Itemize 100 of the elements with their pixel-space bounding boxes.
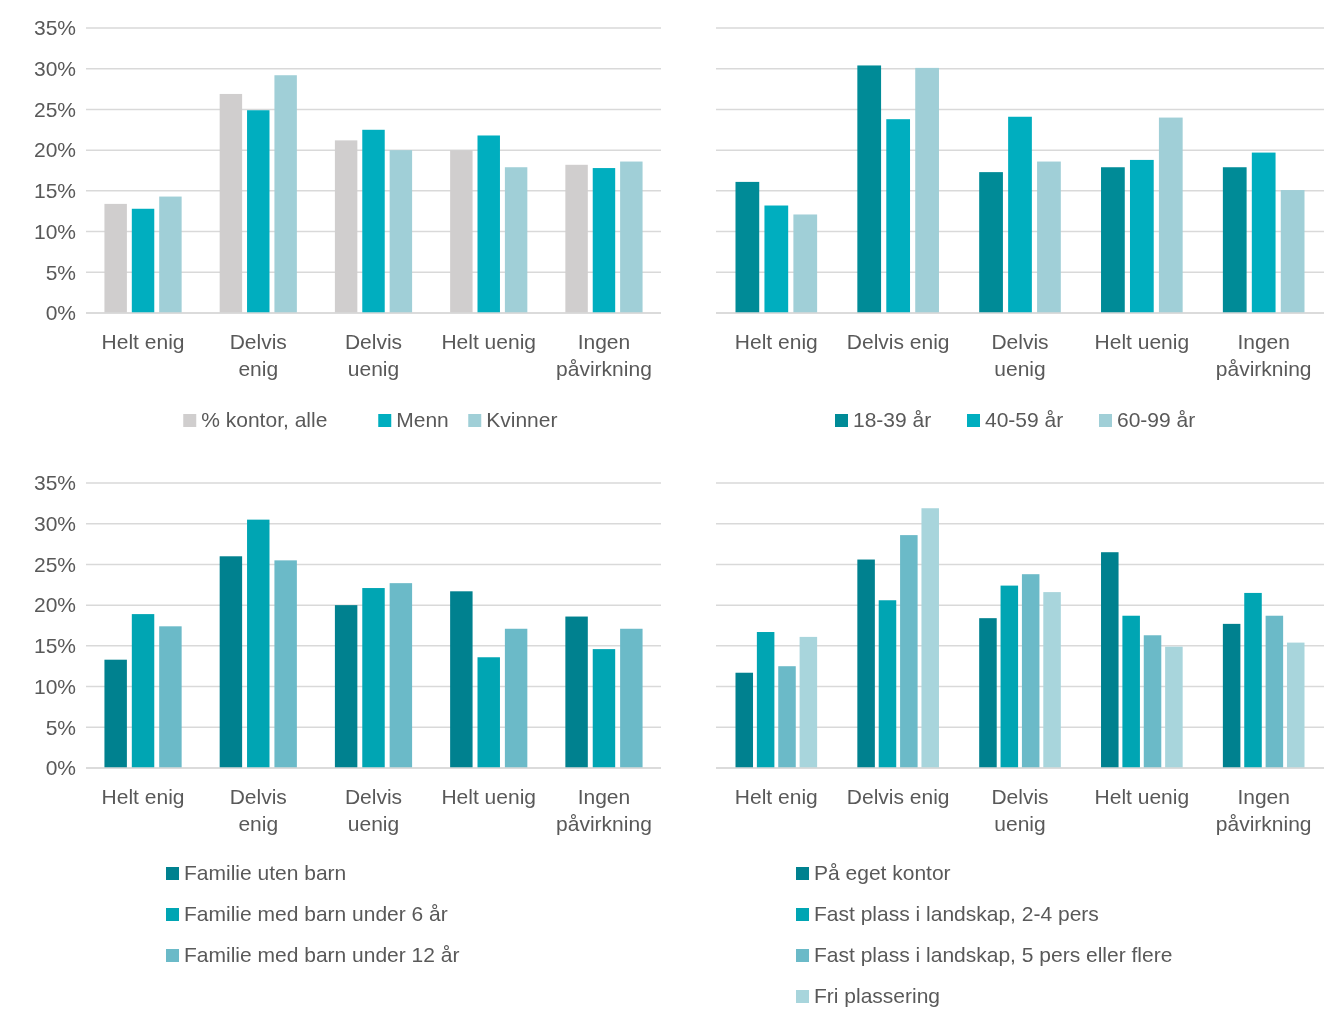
bar: [1021, 574, 1040, 768]
bar: [620, 161, 643, 313]
y-tick-label: 30%: [33, 57, 76, 81]
x-tick-label: Helt enig: [101, 330, 185, 353]
x-tick-label: Helt uenig: [441, 330, 537, 353]
bar: [247, 519, 270, 768]
legend-label: Kvinner: [486, 408, 558, 431]
bar: [362, 588, 385, 768]
bar: [504, 628, 528, 768]
bar: [1222, 623, 1241, 768]
bar: [1158, 117, 1183, 313]
legend-label: Fast plass i landskap, 5 pers eller flere: [814, 943, 1173, 966]
bar: [592, 649, 616, 768]
y-tick-label: 5%: [45, 260, 76, 284]
bar: [857, 559, 875, 768]
x-tick-label: Delvis uenig: [344, 330, 403, 380]
x-tick-label: Delvis enig: [229, 330, 287, 380]
legend-label: Fri plassering: [814, 984, 941, 1007]
legend-label: % kontor, alle: [201, 408, 328, 431]
x-tick-label: Helt enig: [734, 785, 818, 808]
bar: [778, 666, 796, 768]
bar: [592, 168, 616, 313]
bar: [159, 196, 182, 313]
legend-label: 60-99 år: [1117, 408, 1196, 431]
y-tick-label: 5%: [45, 715, 76, 739]
bar: [915, 67, 939, 313]
y-tick-label: 35%: [33, 16, 76, 40]
bar: [247, 110, 270, 313]
bar: [756, 632, 775, 768]
bar: [793, 214, 818, 313]
bar: [1165, 646, 1183, 768]
y-tick-label: 10%: [33, 674, 76, 698]
y-tick-label: 15%: [33, 634, 76, 658]
legend-label: 18-39 år: [853, 408, 932, 431]
x-tick-label: Delvis uenig: [991, 330, 1049, 380]
bar: [979, 172, 1003, 313]
bar: [735, 672, 754, 768]
bar: [921, 508, 939, 768]
bar: [1129, 159, 1154, 313]
bar: [477, 135, 500, 313]
y-tick-label: 30%: [33, 512, 76, 536]
legend-label: 40-59 år: [985, 408, 1064, 431]
legend-label: På eget kontor: [814, 861, 951, 884]
bar: [1101, 552, 1119, 768]
bar: [878, 600, 897, 768]
bar: [450, 591, 473, 768]
bar: [504, 167, 528, 313]
x-tick-label: Helt enig: [734, 330, 818, 353]
bar: [131, 614, 155, 768]
y-tick-label: 25%: [33, 97, 76, 121]
bar: [1244, 592, 1262, 768]
bar: [389, 583, 413, 768]
x-tick-label: Delvis uenig: [344, 785, 403, 835]
x-tick-label: Helt uenig: [1094, 330, 1190, 353]
bar: [1008, 116, 1032, 313]
bar: [389, 150, 413, 313]
x-tick-label: Delvis enig: [846, 785, 950, 808]
legend-label: Menn: [396, 408, 449, 431]
bar: [764, 205, 789, 313]
bar: [159, 626, 182, 768]
x-tick-label: Delvis enig: [846, 330, 950, 353]
bar: [900, 535, 918, 768]
y-tick-label: 10%: [33, 219, 76, 243]
x-tick-label: Helt uenig: [441, 785, 537, 808]
y-tick-label: 25%: [33, 552, 76, 576]
bar: [620, 628, 643, 768]
bar: [1122, 615, 1140, 768]
bar: [1286, 642, 1305, 768]
bar: [362, 129, 385, 313]
bar: [886, 119, 911, 313]
bar: [477, 657, 500, 768]
bar: [274, 75, 297, 313]
bar: [565, 616, 588, 768]
bar: [799, 636, 818, 768]
legend-label: Familie med barn under 6 år: [184, 902, 448, 925]
legend-label: Familie med barn under 12 år: [184, 943, 460, 966]
y-tick-label: 0%: [45, 756, 76, 780]
bar: [1143, 635, 1162, 768]
bar: [219, 556, 243, 768]
x-tick-label: Ingen påvirkning: [1215, 785, 1312, 835]
bar: [1251, 152, 1276, 313]
x-tick-label: Helt uenig: [1094, 785, 1190, 808]
bar: [1265, 615, 1284, 768]
bar: [334, 605, 358, 768]
y-tick-label: 15%: [33, 179, 76, 203]
bar: [131, 208, 155, 313]
y-tick-label: 20%: [33, 138, 76, 162]
legend-label: Familie uten barn: [184, 861, 347, 884]
bar: [1101, 167, 1125, 313]
x-tick-label: Delvis uenig: [991, 785, 1049, 835]
x-tick-label: Ingen påvirkning: [556, 785, 652, 835]
bar: [1222, 167, 1247, 313]
bar: [1280, 190, 1305, 313]
legend-label: Fast plass i landskap, 2-4 pers: [814, 902, 1099, 925]
bar: [857, 65, 882, 313]
bar: [104, 659, 127, 768]
x-tick-label: Ingen påvirkning: [556, 330, 652, 380]
bar: [979, 618, 997, 768]
y-tick-label: 0%: [45, 301, 76, 325]
y-tick-label: 35%: [33, 471, 76, 495]
